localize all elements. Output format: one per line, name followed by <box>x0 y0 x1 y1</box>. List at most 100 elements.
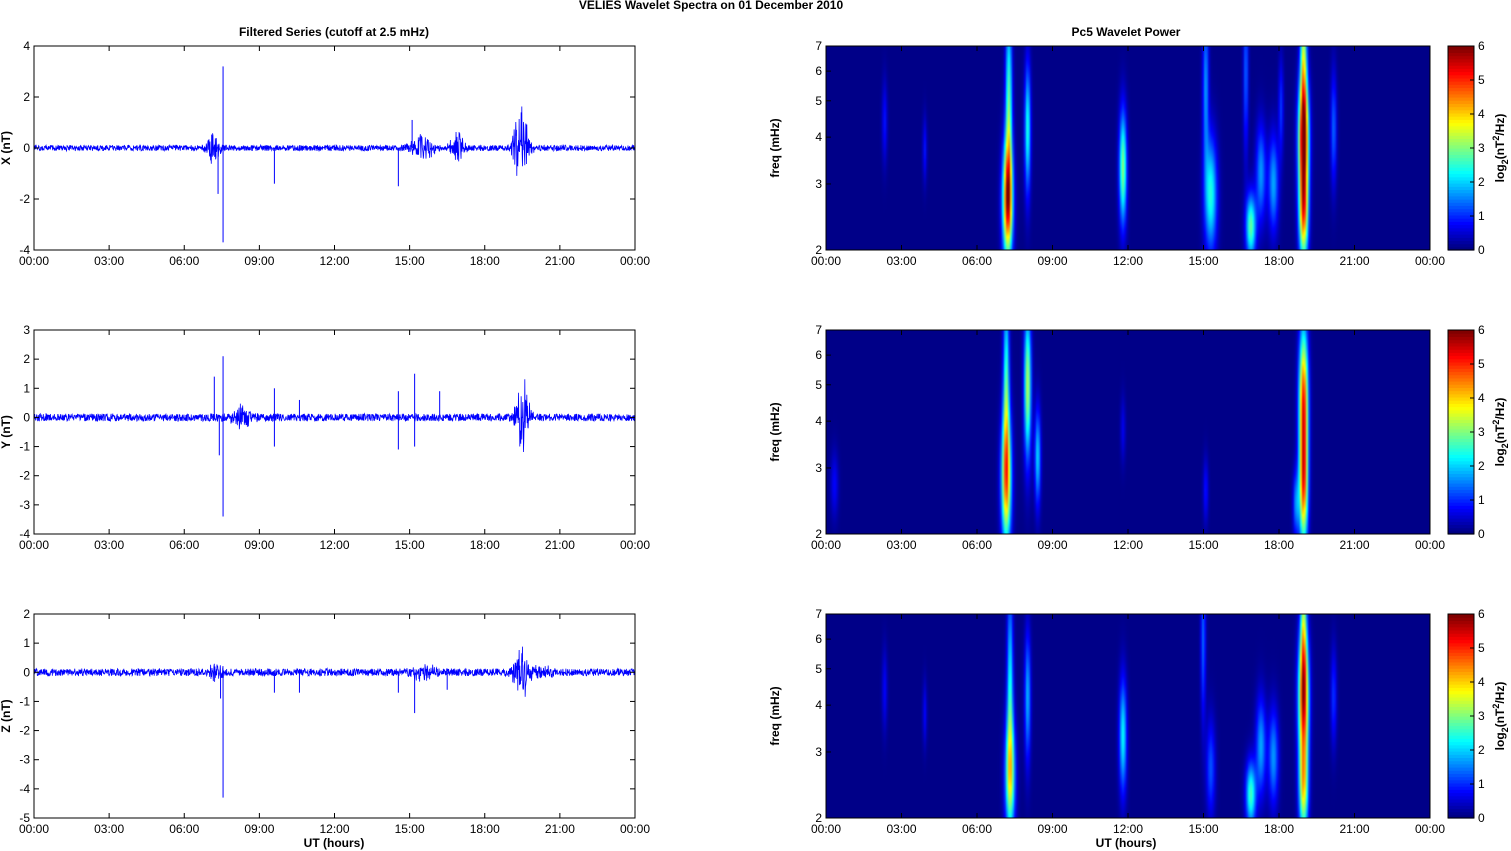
wavelet-z-colorbar-cell <box>1448 693 1474 698</box>
series-z-xtick-label: 00:00 <box>19 822 49 836</box>
wavelet-y-colorbar-cell <box>1448 514 1474 519</box>
series-z-xtick-label: 12:00 <box>319 822 349 836</box>
wavelet-x-colorbar-cell <box>1448 112 1474 117</box>
wavelet-z-colorbar-cell <box>1448 665 1474 669</box>
wavelet-z-colorbar-cell <box>1448 808 1474 813</box>
wavelet-z-colorbar-cell <box>1448 709 1474 714</box>
wavelet-x-colorbar-cell <box>1448 65 1474 69</box>
wavelet-x-colorbar-cell <box>1448 237 1474 242</box>
wavelet-z-colorbar-cell <box>1448 636 1474 641</box>
wavelet-z-colorbar-cell <box>1448 805 1474 810</box>
wavelet-x-heatmap <box>826 46 1430 250</box>
wavelet-z-colorbar-tick-label: 1 <box>1478 777 1485 791</box>
series-x-ytick-label: -4 <box>19 243 30 257</box>
wavelet-y-colorbar-cell <box>1448 476 1474 481</box>
wavelet-x-colorbar-label-sub: 2 <box>1500 159 1510 164</box>
wavelet-x-colorbar-cell <box>1448 61 1474 66</box>
wavelet-z-colorbar-cell <box>1448 747 1474 752</box>
wavelet-x-colorbar-cell <box>1448 230 1474 235</box>
series-z-panel: -5 -4 -3 -2 -1 0 1 2 00:00 03:00 06:00 09:00 12:00 15… <box>0 607 650 836</box>
wavelet-y-xtick-label: 00:00 <box>1415 538 1445 552</box>
wavelet-y-colorbar-cell <box>1448 460 1474 465</box>
wavelet-x-colorbar-cell <box>1448 192 1474 197</box>
series-y-ytick-label: 1 <box>23 381 30 395</box>
wavelet-x-colorbar-cell <box>1448 141 1474 146</box>
wavelet-x-colorbar-cell <box>1448 148 1474 152</box>
series-y-xtick-label: 12:00 <box>319 538 349 552</box>
wavelet-z-colorbar-cell <box>1448 649 1474 653</box>
wavelet-y-colorbar-cell <box>1448 489 1474 494</box>
wavelet-y-colorbar-cell <box>1448 381 1474 385</box>
series-z-ytick-label: -5 <box>19 811 30 825</box>
wavelet-y-colorbar-tick-label: 0 <box>1478 527 1485 541</box>
wavelet-z-colorbar-cell <box>1448 690 1474 695</box>
wavelet-y-colorbar-cell <box>1448 339 1474 344</box>
wavelet-x-colorbar-cell <box>1448 176 1474 181</box>
series-x-xtick-label: 03:00 <box>94 254 124 268</box>
series-z-ytick-label: -1 <box>19 694 30 708</box>
wavelet-y-colorbar-tick-label: 5 <box>1478 357 1485 371</box>
series-x-trace <box>33 106 636 176</box>
wavelet-x-colorbar-cell <box>1448 125 1474 130</box>
wavelet-x-colorbar-cell <box>1448 170 1474 175</box>
wavelet-y-colorbar-cell <box>1448 470 1474 475</box>
series-x-ylabel: X (nT) <box>0 131 13 165</box>
wavelet-y-ytick-label: 6 <box>815 348 822 362</box>
wavelet-y-colorbar-cell <box>1448 409 1474 414</box>
wavelet-z-colorbar-cell <box>1448 712 1474 717</box>
wavelet-x-colorbar-cell <box>1448 205 1474 210</box>
wavelet-y-colorbar-cell <box>1448 374 1474 379</box>
wavelet-z-colorbar-cell <box>1448 763 1474 768</box>
wavelet-y-colorbar-cell <box>1448 483 1474 487</box>
series-y-ytick-label: -2 <box>19 469 30 483</box>
wavelet-y-colorbar-cell <box>1448 428 1474 433</box>
series-y-xtick-label: 03:00 <box>94 538 124 552</box>
wavelet-z-colorbar-cell <box>1448 614 1474 618</box>
wavelet-z-colorbar-label: log2(nT2/Hz) <box>1491 682 1510 751</box>
series-y-xtick-label: 21:00 <box>545 538 575 552</box>
wavelet-y-colorbar-cell <box>1448 349 1474 353</box>
wavelet-x-colorbar-cell <box>1448 106 1474 111</box>
wavelet-x-colorbar-cell <box>1448 246 1474 251</box>
series-y-xtick-label: 00:00 <box>620 538 650 552</box>
left-xlabel: UT (hours) <box>304 836 365 850</box>
wavelet-y-colorbar-cell <box>1448 412 1474 417</box>
wavelet-x-colorbar-tick-label: 1 <box>1478 209 1485 223</box>
wavelet-x-ytick-label: 5 <box>815 94 822 108</box>
wavelet-z-colorbar-tick-label: 6 <box>1478 607 1485 621</box>
wavelet-z-colorbar-cell <box>1448 668 1474 672</box>
wavelet-x-colorbar-cell <box>1448 227 1474 232</box>
wavelet-y-colorbar-cell <box>1448 425 1474 430</box>
wavelet-z-ytick-label: 7 <box>815 607 822 621</box>
wavelet-x-colorbar-cell <box>1448 100 1474 104</box>
wavelet-z-ytick-label: 6 <box>815 632 822 646</box>
series-z-xtick-label: 18:00 <box>470 822 500 836</box>
wavelet-y-colorbar-tick-label: 4 <box>1478 391 1485 405</box>
wavelet-x-ytick-label: 2 <box>815 243 822 257</box>
wavelet-x-xtick-label: 21:00 <box>1339 254 1369 268</box>
wavelet-z-colorbar-cell <box>1448 680 1474 685</box>
series-y-xtick-label: 15:00 <box>395 538 425 552</box>
wavelet-y-colorbar-cell <box>1448 454 1474 459</box>
wavelet-x-colorbar-cell <box>1448 167 1474 171</box>
wavelet-y-colorbar-tick-label: 6 <box>1478 323 1485 337</box>
wavelet-x-colorbar-label-sup: 2 <box>1491 136 1501 141</box>
wavelet-y-colorbar-cell <box>1448 361 1474 366</box>
wavelet-x-colorbar-cell <box>1448 151 1474 155</box>
wavelet-z-colorbar-cell <box>1448 798 1474 803</box>
wavelet-y-colorbar-cell <box>1448 355 1474 360</box>
wavelet-y-colorbar-cell <box>1448 416 1474 420</box>
wavelet-z-colorbar-cell <box>1448 700 1474 704</box>
series-x-ytick-label: 0 <box>23 141 30 155</box>
wavelet-x-colorbar-cell <box>1448 183 1474 187</box>
wavelet-x-colorbar-tick-label: 0 <box>1478 243 1485 257</box>
wavelet-z-colorbar-cell <box>1448 735 1474 739</box>
wavelet-y-colorbar-label: log2(nT2/Hz) <box>1491 398 1510 467</box>
series-y-xtick-label: 06:00 <box>169 538 199 552</box>
wavelet-y-colorbar-cell <box>1448 333 1474 337</box>
series-y-ytick-label: 0 <box>23 410 30 424</box>
wavelet-x-colorbar-cell <box>1448 199 1474 203</box>
wavelet-y-colorbar-tick-label: 3 <box>1478 425 1485 439</box>
wavelet-z-colorbar-cell <box>1448 795 1474 800</box>
wavelet-z-colorbar-tick-label: 2 <box>1478 743 1485 757</box>
